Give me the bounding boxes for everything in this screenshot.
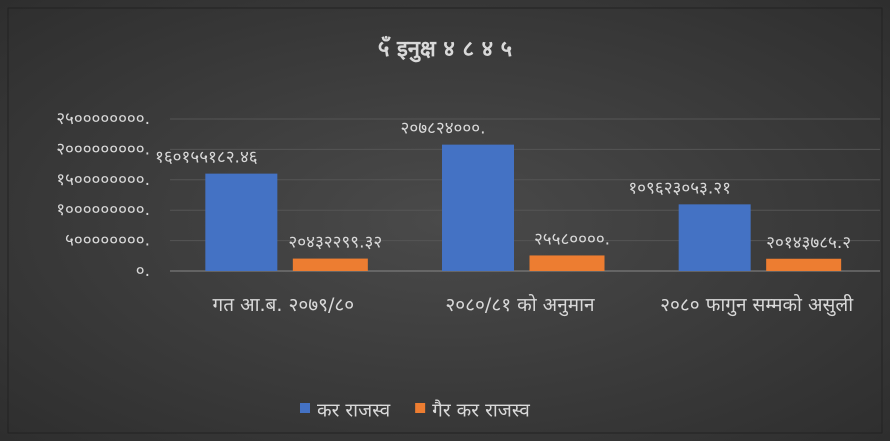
y-tick-label: २०००००००००.: [56, 139, 150, 159]
y-tick-label: ०.: [136, 261, 150, 281]
x-tick-label: गत आ.ब. २०७९/८०: [212, 294, 355, 316]
legend-label: गैर कर राजस्व: [432, 399, 530, 422]
bar: [529, 255, 605, 271]
legend-label: कर राजस्व: [317, 400, 391, 422]
bar: [205, 173, 278, 271]
value-label: २०१४३७८५.२: [766, 233, 851, 253]
value-label: २५५८००००.: [534, 229, 610, 249]
x-tick-label: २०८० फागुन सम्मको असुली: [660, 294, 854, 316]
value-label: २०७८२४०००.: [401, 119, 486, 139]
value-label: २०४३२२९९.३२: [288, 233, 382, 253]
y-tick-label: २५००००००००.: [56, 109, 150, 129]
frame-border: [7, 7, 883, 434]
legend-swatch: [300, 403, 310, 413]
bar: [292, 258, 368, 271]
bar: [442, 144, 514, 271]
bar: [766, 258, 842, 271]
chart-title: ५ँ इनुक्ष ४ ८ ४ ५: [378, 35, 512, 63]
x-tick-label: २०८०/८१ को अनुमान: [445, 294, 595, 316]
y-tick-label: १०००००००००.: [56, 200, 150, 220]
legend-swatch: [415, 403, 426, 413]
y-tick-label: १५००००००००.: [56, 170, 150, 190]
y-tick-label: ५००००००००.: [65, 231, 150, 251]
value-label: १०९६२३०५३.२१: [628, 178, 731, 198]
bar: [678, 204, 751, 271]
value-label: १६०१५५१८२.४६: [155, 148, 258, 168]
